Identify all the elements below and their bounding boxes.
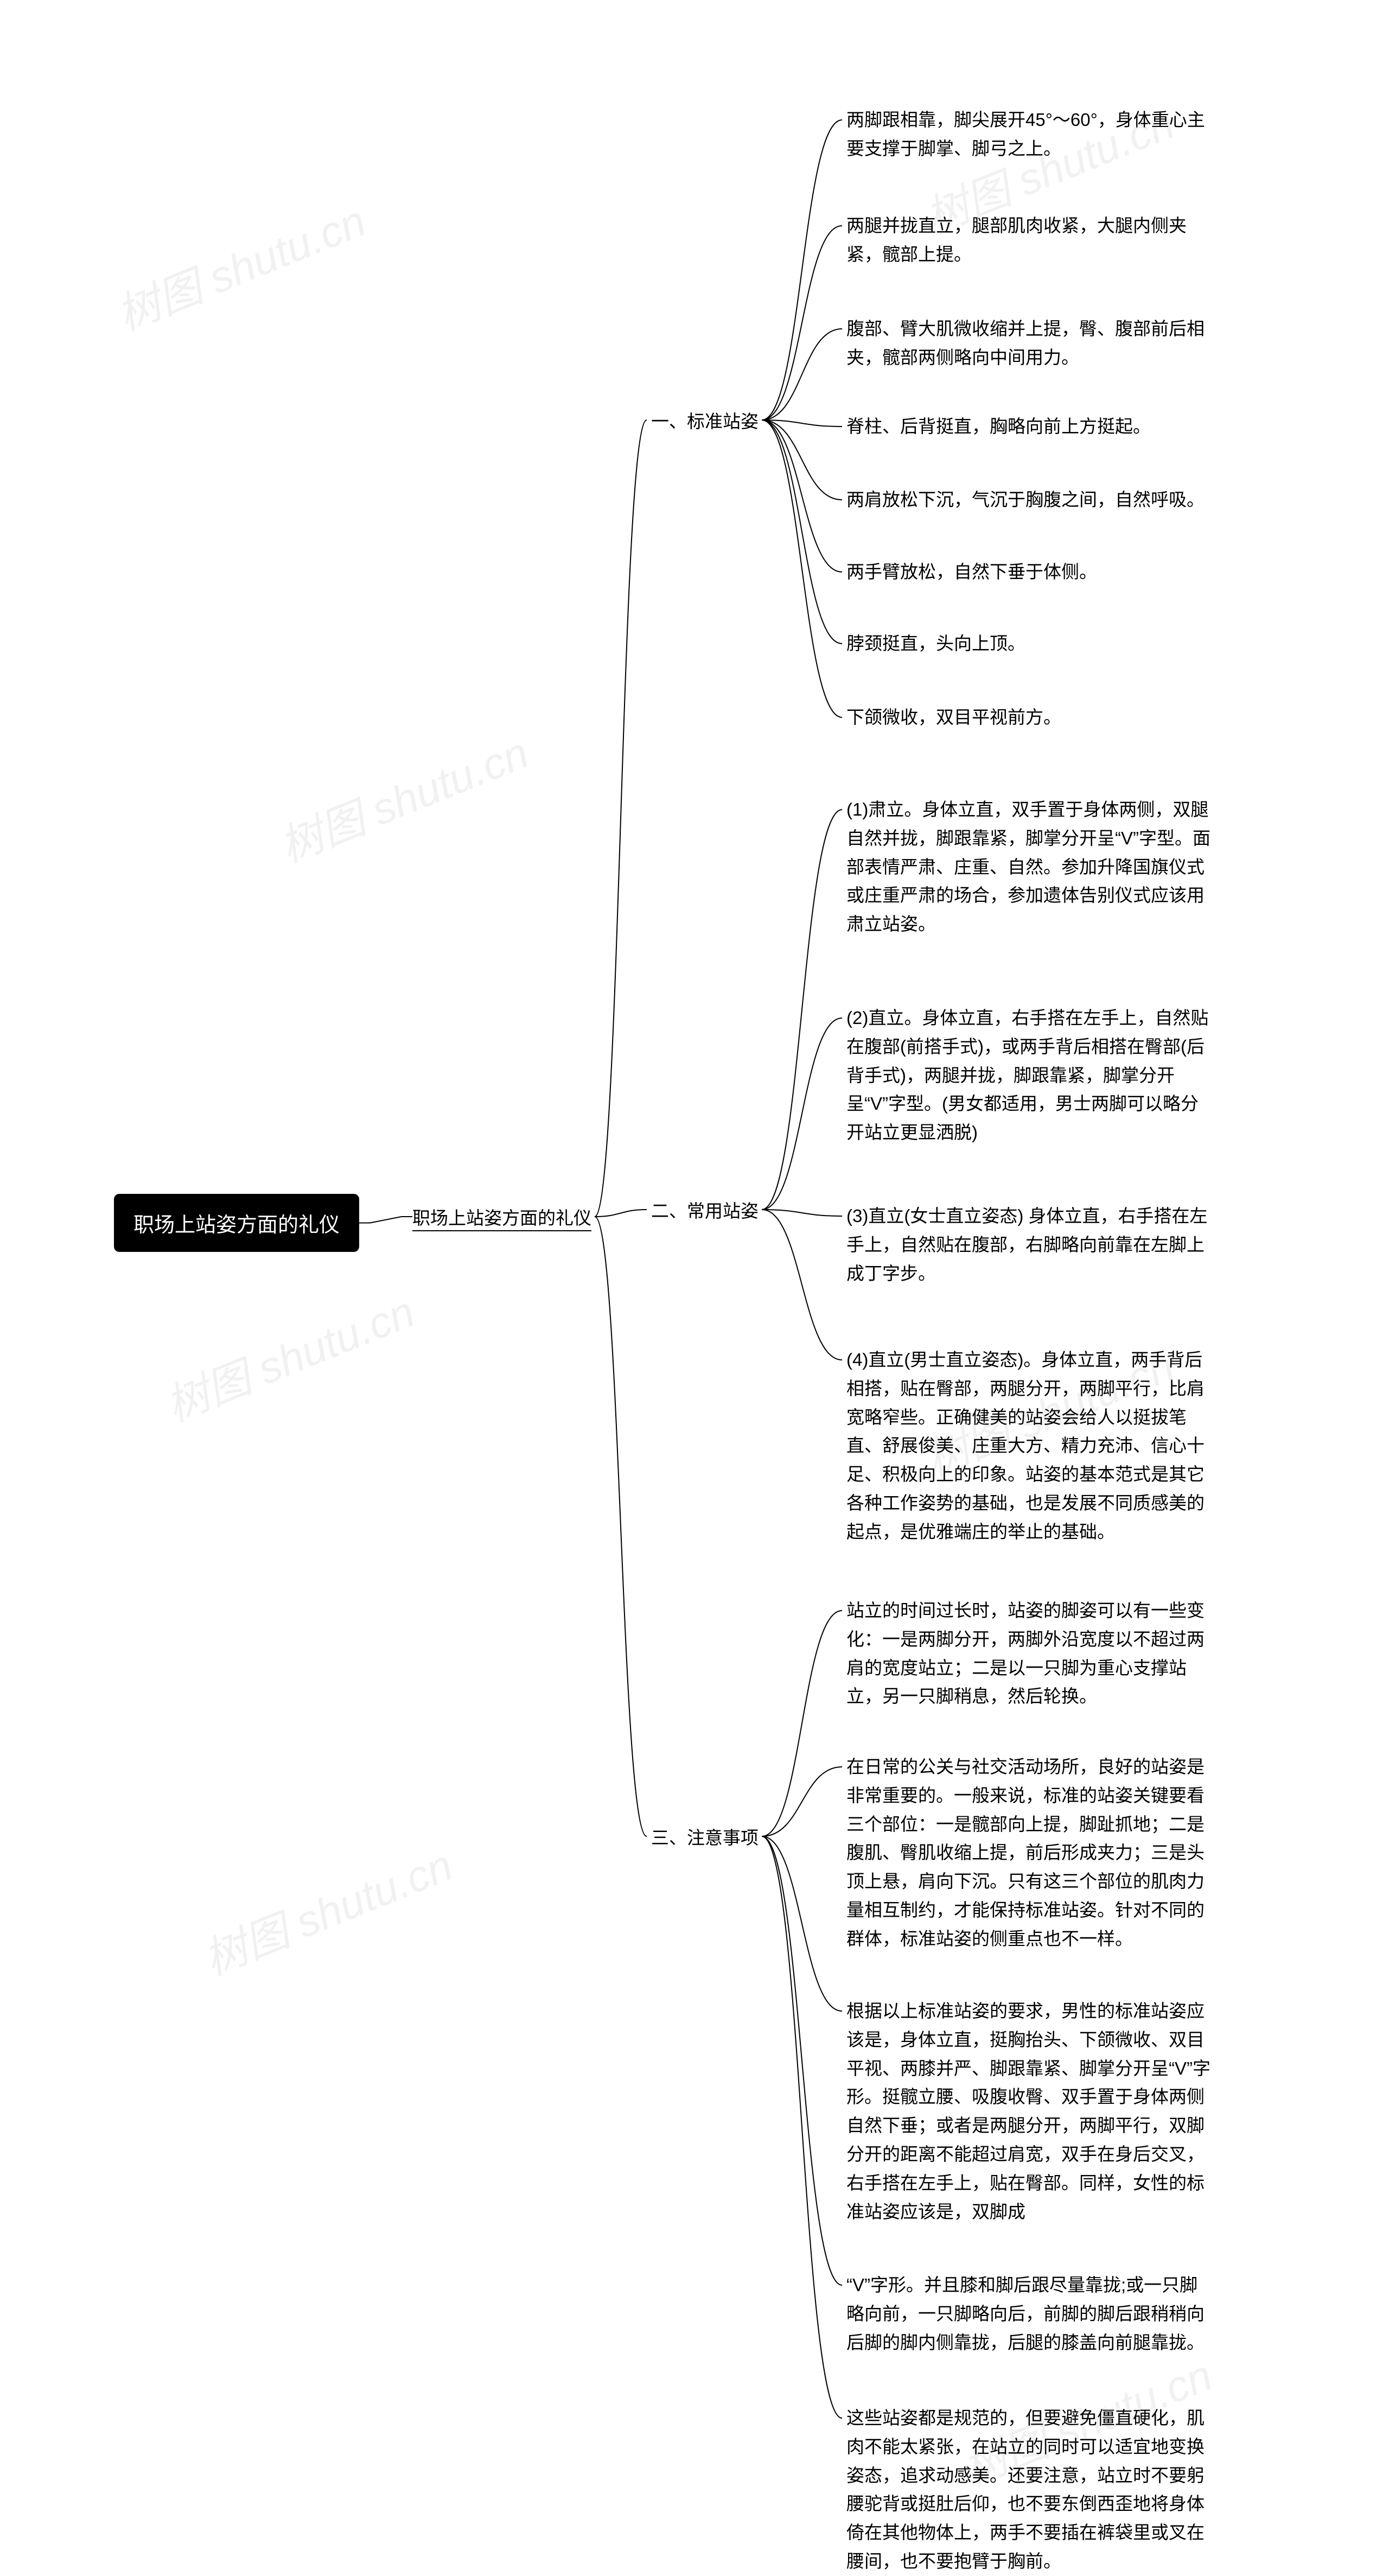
root-label: 职场上站姿方面的礼仪: [133, 1214, 340, 1237]
leaf-node: 在日常的公关与社交活动场所，良好的站姿是非常重要的。一般来说，标准的站姿关键要看…: [846, 1753, 1215, 1954]
leaf-node: (1)肃立。身体立直，双手置于身体两侧，双腿自然并拢，脚跟靠紧，脚掌分开呈“V”…: [846, 796, 1215, 939]
leaf-node: 脖颈挺直，头向上顶。: [846, 629, 1215, 658]
watermark: 树图 shutu.cn: [155, 1277, 423, 1434]
category-node: 一、标准站姿: [651, 407, 759, 433]
leaf-node: 站立的时间过长时，站姿的脚姿可以有一些变化：一是两脚分开，两脚外沿宽度以不超过两…: [846, 1597, 1215, 1711]
leaf-node: 下颌微收，双目平视前方。: [846, 703, 1215, 732]
category-node: 三、注意事项: [651, 1823, 759, 1849]
sub-label: 职场上站姿方面的礼仪: [412, 1208, 591, 1228]
leaf-node: 根据以上标准站姿的要求，男性的标准站姿应该是，身体立直，挺胸抬头、下颌微收、双目…: [846, 1997, 1215, 2226]
root-node: 职场上站姿方面的礼仪: [114, 1194, 359, 1252]
leaf-node: (2)直立。身体立直，右手搭在左手上，自然贴在腹部(前搭手式)，或两手背后相搭在…: [846, 1004, 1215, 1147]
category-label: 三、注意事项: [651, 1828, 759, 1848]
leaf-node: “V”字形。并且膝和脚后跟尽量靠拢;或一只脚略向前，一只脚略向后，前脚的脚后跟稍…: [846, 2271, 1215, 2357]
leaf-node: (4)直立(男士直立姿态)。身体立直，两手背后相搭，贴在臀部，两腿分开，两脚平行…: [846, 1346, 1215, 1547]
leaf-node: 两手臂放松，自然下垂于体侧。: [846, 558, 1215, 587]
category-label: 二、常用站姿: [651, 1201, 759, 1221]
watermark: 树图 shutu.cn: [269, 718, 537, 875]
leaf-node: 腹部、臂大肌微收缩并上提，臀、腹部前后相夹，髋部两侧略向中间用力。: [846, 315, 1215, 372]
leaf-node: 两脚跟相靠，脚尖展开45°～60°，身体重心主要支撑于脚掌、脚弓之上。: [846, 106, 1215, 163]
leaf-node: 两腿并拢直立，腿部肌肉收紧，大腿内侧夹紧，髋部上提。: [846, 212, 1215, 269]
leaf-node: 脊柱、后背挺直，胸略向前上方挺起。: [846, 412, 1215, 441]
category-node: 二、常用站姿: [651, 1197, 759, 1223]
category-label: 一、标准站姿: [651, 411, 759, 431]
leaf-node: (3)直立(女士直立姿态) 身体立直，右手搭在左手上，自然贴在腹部，右脚略向前靠…: [846, 1202, 1215, 1288]
sub-node: 职场上站姿方面的礼仪: [412, 1204, 591, 1230]
watermark: 树图 shutu.cn: [193, 1830, 461, 1987]
watermark: 树图 shutu.cn: [106, 186, 374, 343]
leaf-node: 两肩放松下沉，气沉于胸腹之间，自然呼吸。: [846, 486, 1215, 514]
leaf-node: 这些站姿都是规范的，但要避免僵直硬化，肌肉不能太紧张，在站立的同时可以适宜地变换…: [846, 2404, 1215, 2576]
